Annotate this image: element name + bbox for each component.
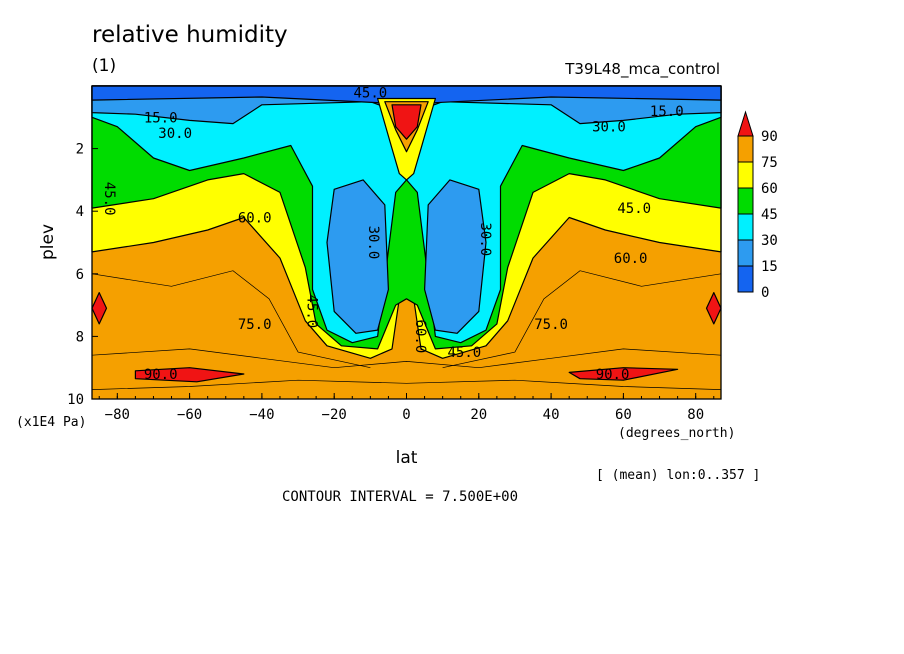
colorbar-swatch bbox=[737, 265, 754, 293]
band-30 bbox=[91, 85, 722, 344]
band-90-north bbox=[568, 367, 679, 381]
x-unit-label: (degrees_north) bbox=[618, 426, 736, 441]
contour-label: 15.0 bbox=[144, 110, 178, 126]
contour-label: 90.0 bbox=[144, 367, 178, 383]
contour-97 bbox=[91, 379, 722, 390]
x-axis-title: lat bbox=[396, 448, 418, 468]
y-tick-label: 4 bbox=[76, 204, 84, 220]
colorbar-label: 30 bbox=[761, 233, 778, 249]
x-tick-label: 80 bbox=[687, 407, 704, 423]
x-tick-label: 40 bbox=[543, 407, 560, 423]
band-90-south bbox=[134, 367, 245, 383]
x-tick-label: 0 bbox=[402, 407, 410, 423]
colorbar-label: 90 bbox=[761, 129, 778, 145]
contour-label: 30.0 bbox=[365, 226, 381, 260]
contour-label: 45.0 bbox=[617, 201, 651, 217]
colorbar-swatch bbox=[737, 135, 754, 163]
contour-67-s bbox=[91, 270, 371, 369]
contour-67-n bbox=[442, 270, 722, 369]
x-tick-label: −20 bbox=[322, 407, 347, 423]
contour-label: 45.0 bbox=[304, 295, 320, 329]
band-90-west bbox=[91, 292, 108, 325]
y-tick-label: 6 bbox=[76, 267, 84, 283]
contour-label: 30.0 bbox=[592, 120, 626, 136]
colorbar-swatch bbox=[737, 239, 754, 267]
contour-label: 60.0 bbox=[238, 210, 272, 226]
contour-label: 45.0 bbox=[447, 345, 481, 361]
y-unit-label: (x1E4 Pa) bbox=[16, 415, 87, 430]
contour-label: 60.0 bbox=[614, 251, 648, 267]
run-name: T39L48_mca_control bbox=[565, 60, 720, 78]
x-tick-label: 20 bbox=[470, 407, 487, 423]
colorbar-arrow bbox=[737, 110, 754, 137]
y-tick-label: 8 bbox=[76, 329, 84, 345]
contour-label: 90.0 bbox=[596, 367, 630, 383]
colorbar-swatch bbox=[737, 187, 754, 215]
band-90-spike bbox=[391, 104, 422, 140]
contour-label: 30.0 bbox=[477, 223, 493, 257]
colorbar-label: 75 bbox=[761, 155, 778, 171]
colorbar-label: 60 bbox=[761, 181, 778, 197]
band-15-lobe-north bbox=[424, 179, 487, 334]
chart-title: relative humidity bbox=[92, 22, 288, 48]
x-tick-label: 60 bbox=[615, 407, 632, 423]
contour-label: 75.0 bbox=[534, 317, 568, 333]
contour-interval-note: CONTOUR INTERVAL = 7.500E+00 bbox=[282, 489, 519, 505]
mean-note: [ (mean) lon:0..357 ] bbox=[596, 468, 761, 483]
chart-subtitle: (1) bbox=[92, 56, 117, 76]
contour-label: 45.0 bbox=[353, 85, 387, 101]
colorbar-label: 45 bbox=[761, 207, 778, 223]
colorbar-label: 0 bbox=[761, 285, 769, 301]
y-tick-label: 2 bbox=[76, 142, 84, 158]
contour-label: 75.0 bbox=[238, 317, 272, 333]
x-tick-label: −40 bbox=[249, 407, 274, 423]
colorbar-swatch bbox=[737, 213, 754, 241]
colorbar-swatch bbox=[737, 161, 754, 189]
contour-label: 60.0 bbox=[412, 320, 428, 354]
contour-label: 45.0 bbox=[101, 182, 117, 216]
band-15-lobe-south bbox=[326, 179, 389, 334]
colorbar-label: 15 bbox=[761, 259, 778, 275]
contour-label: 15.0 bbox=[650, 104, 684, 120]
contour-label: 30.0 bbox=[158, 126, 192, 142]
contour-82 bbox=[91, 348, 722, 369]
y-axis-title: plev bbox=[38, 224, 58, 260]
x-tick-label: −60 bbox=[177, 407, 202, 423]
x-tick-label: −80 bbox=[105, 407, 130, 423]
y-tick-label: 10 bbox=[67, 392, 84, 408]
